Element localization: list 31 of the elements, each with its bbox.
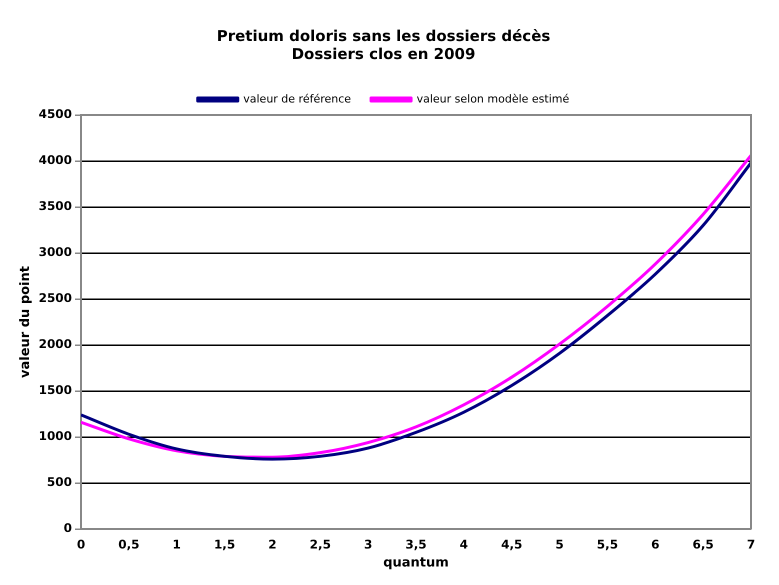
x-tick-label: 3,5 xyxy=(405,537,427,552)
y-tick-label: 2000 xyxy=(38,337,72,352)
x-tick-label: 1,5 xyxy=(214,537,236,552)
x-tick-label: 6 xyxy=(651,537,660,552)
x-axis-title: quantum xyxy=(383,556,449,571)
x-tick-label: 5,5 xyxy=(596,537,618,552)
y-axis-title: valeur du point xyxy=(18,266,34,378)
x-tick-label: 3 xyxy=(364,537,372,552)
legend-label: valeur selon modèle estimé xyxy=(416,92,570,106)
x-tick-label: 6,5 xyxy=(692,537,714,552)
x-tick-label: 5 xyxy=(555,537,564,552)
y-tick-label: 1000 xyxy=(38,429,72,444)
x-tick-label: 4,5 xyxy=(501,537,522,552)
x-tick-label: 2 xyxy=(268,537,277,552)
y-tick-label: 4500 xyxy=(38,107,72,122)
legend-label: valeur de référence xyxy=(243,92,352,106)
chart-title: Pretium doloris sans les dossiers décès xyxy=(216,26,550,45)
x-tick-label: 0,5 xyxy=(118,537,140,552)
y-tick-label: 1500 xyxy=(38,383,72,398)
chart-subtitle: Dossiers clos en 2009 xyxy=(292,44,476,63)
x-tick-label: 0 xyxy=(76,537,86,552)
y-tick-label: 3000 xyxy=(38,245,72,260)
x-tick-label: 2,5 xyxy=(310,537,331,552)
y-tick-label: 2500 xyxy=(38,291,72,306)
x-tick-label: 4 xyxy=(460,537,468,552)
y-tick-label: 3500 xyxy=(38,199,72,214)
y-tick-label: 0 xyxy=(64,521,72,536)
x-tick-label: 1 xyxy=(172,537,181,552)
y-tick-label: 500 xyxy=(46,475,72,490)
y-tick-label: 4000 xyxy=(38,153,72,168)
x-tick-label: 7 xyxy=(746,537,756,552)
